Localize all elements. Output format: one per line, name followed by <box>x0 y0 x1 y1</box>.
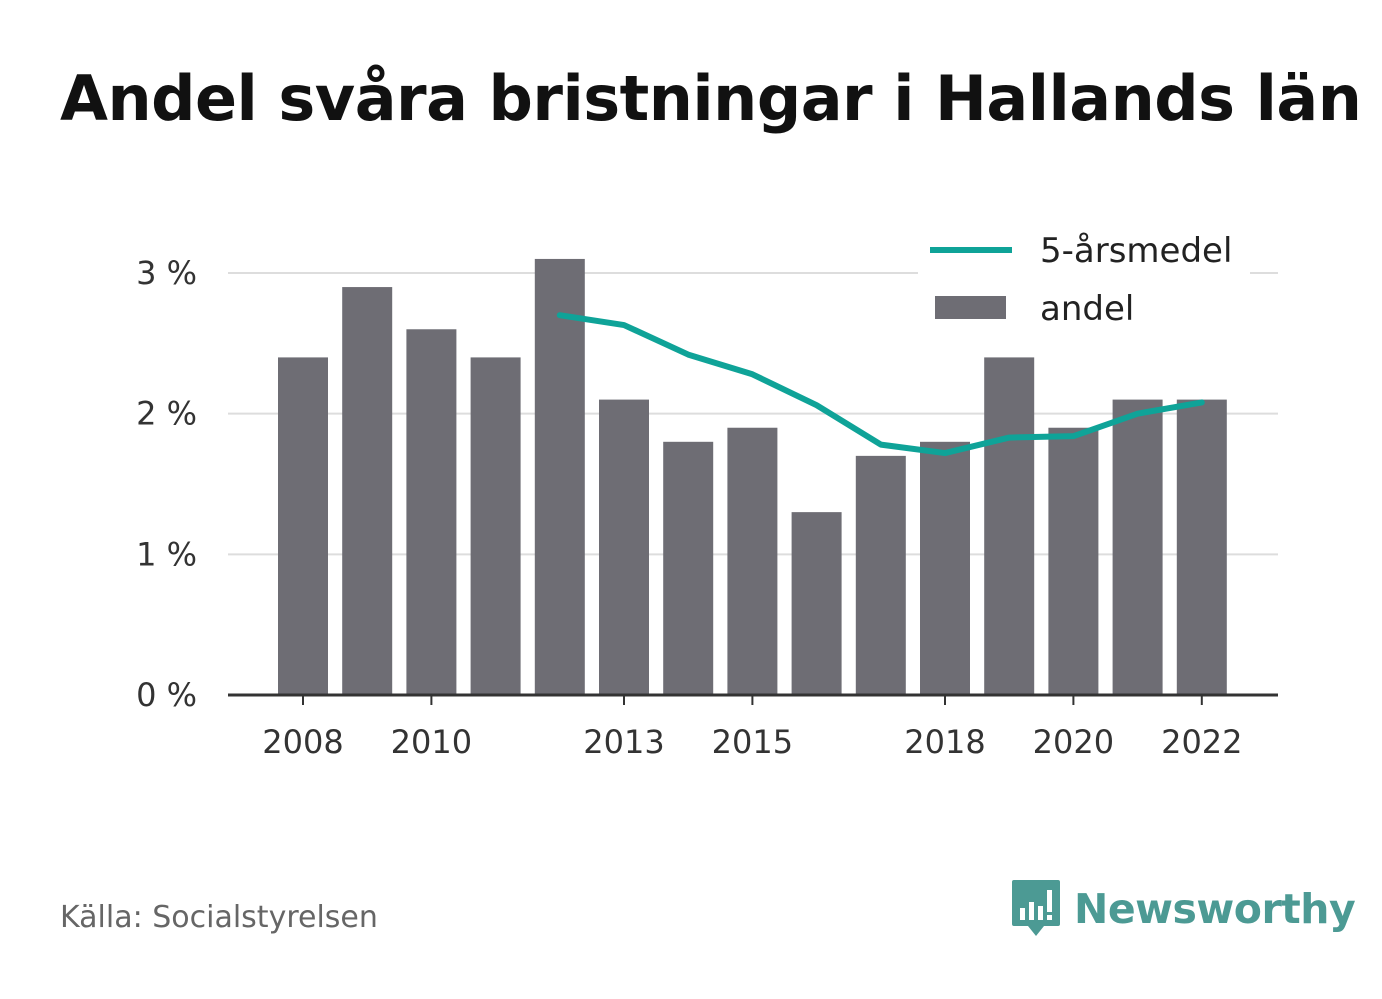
bar <box>599 399 649 695</box>
y-tick-label: 1 % <box>136 535 197 573</box>
source-note: Källa: Socialstyrelsen <box>60 900 378 935</box>
axes: 0 % 1 % 2 % 3 % 2008 2010 2013 2015 2018 2020 2022 <box>136 254 1278 761</box>
x-tick-label: 2008 <box>262 723 343 761</box>
bar-series <box>278 258 1227 695</box>
y-tick-label: 0 % <box>136 676 197 714</box>
bar <box>342 287 393 695</box>
chart-title: Andel svåra bristningar i Hallands län <box>60 62 1362 135</box>
bar <box>278 357 328 695</box>
legend-background <box>918 226 1250 346</box>
legend-label-bar: andel <box>1040 289 1134 329</box>
bar <box>406 329 457 695</box>
brand: Newsworthy <box>1010 878 1356 940</box>
bar <box>534 258 585 695</box>
bar <box>470 357 521 695</box>
bar <box>855 455 906 695</box>
legend: 5-årsmedel andel <box>918 226 1250 346</box>
legend-label-line: 5-årsmedel <box>1040 231 1232 271</box>
x-tick-label: 2013 <box>583 723 664 761</box>
x-tick-label: 2015 <box>712 723 793 761</box>
line-5-year-average <box>556 312 1205 457</box>
bar <box>663 441 714 695</box>
x-tick-label: 2018 <box>904 723 985 761</box>
y-tick-label: 2 % <box>136 395 197 433</box>
bar <box>1176 399 1227 695</box>
bar <box>791 512 842 695</box>
x-tick-label: 2010 <box>391 723 472 761</box>
bar <box>1048 427 1099 695</box>
bar <box>984 357 1035 695</box>
brand-name: Newsworthy <box>1074 885 1356 933</box>
bar <box>727 427 778 695</box>
newsworthy-logo-icon <box>1012 880 1060 936</box>
x-tick-label: 2020 <box>1033 723 1114 761</box>
bar <box>920 441 970 695</box>
line-series <box>556 312 1205 457</box>
x-tick-label: 2022 <box>1161 723 1242 761</box>
y-tick-label: 3 % <box>136 254 197 292</box>
bar <box>1112 399 1163 695</box>
legend-bar-swatch <box>935 296 1006 319</box>
